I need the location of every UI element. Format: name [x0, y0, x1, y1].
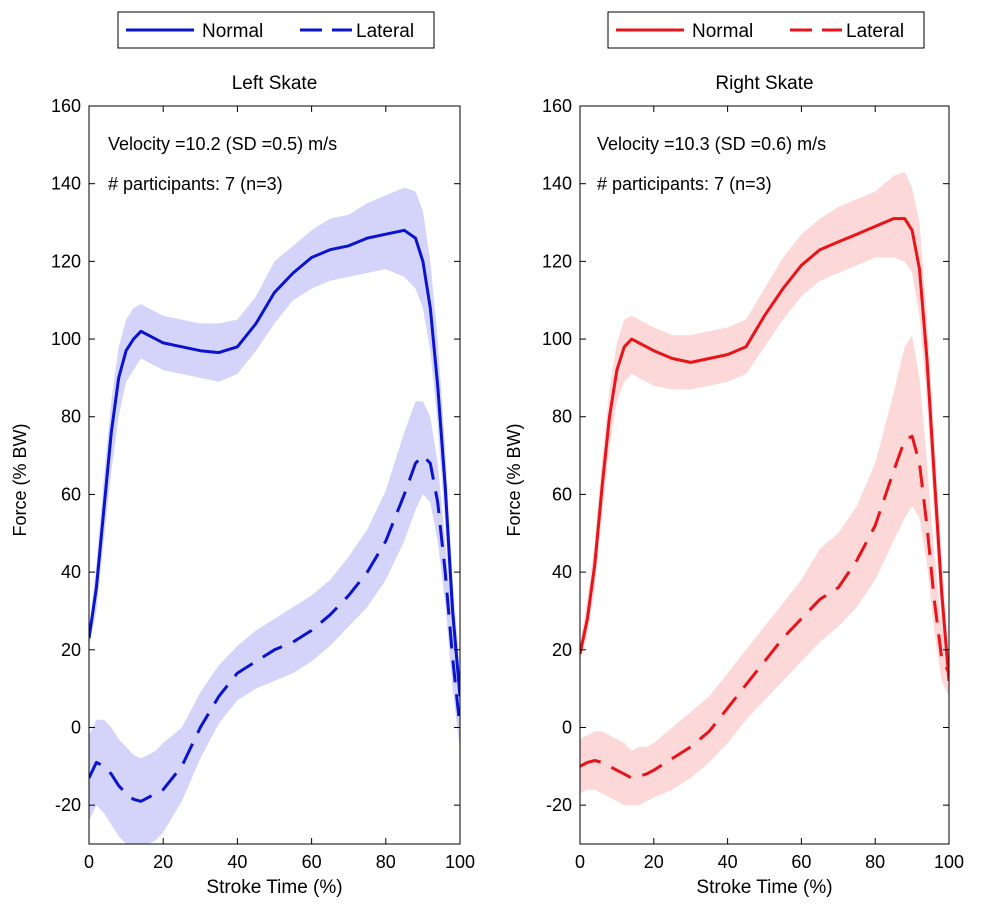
right-normal-sd-band [580, 172, 949, 697]
left-y-tick-label: 100 [51, 329, 81, 349]
right-y-tick-label: 20 [552, 640, 572, 660]
right-annotation-velocity: Velocity =10.3 (SD =0.6) m/s [597, 134, 826, 154]
left-x-tick-label: 0 [84, 852, 94, 872]
left-axes-frame [88, 105, 461, 845]
right-y-tick-label: 120 [542, 251, 572, 271]
left-chart-title: Left Skate [232, 73, 318, 94]
right-chart-title: Right Skate [715, 73, 813, 94]
left-y-tick-label: 20 [61, 640, 81, 660]
left-x-tick-label: 40 [227, 852, 247, 872]
right-x-tick-label: 80 [865, 852, 885, 872]
right-axes-ticks: 0 20 40 60 80 100 -20 0 20 40 60 80 100 120 140 160 [542, 96, 964, 872]
right-y-tick-label: 0 [562, 717, 572, 737]
right-y-tick-label: 100 [542, 329, 572, 349]
left-y-tick-label: 60 [61, 484, 81, 504]
right-y-tick-label: 140 [542, 174, 572, 194]
right-y-tick-label: -20 [546, 795, 572, 815]
left-y-tick-label: 160 [51, 96, 81, 116]
right-legend-lateral-label: Lateral [846, 21, 904, 42]
right-y-tick-label: 40 [552, 562, 572, 582]
left-x-tick-label: 100 [445, 852, 475, 872]
left-annotation-participants: # participants: 7 (n=3) [108, 174, 283, 194]
left-x-axis-label: Stroke Time (%) [206, 877, 342, 898]
left-normal-line [89, 228, 460, 697]
right-y-axis-label: Force (% BW) [504, 423, 524, 536]
right-lateral-line [580, 434, 949, 780]
right-axes-frame [579, 105, 950, 845]
right-legend: Normal Lateral [607, 11, 925, 49]
left-x-tick-label: 20 [153, 852, 173, 872]
left-x-tick-label: 80 [376, 852, 396, 872]
left-legend: Normal Lateral [117, 11, 435, 49]
left-y-tick-label: 40 [61, 562, 81, 582]
left-y-axis-label: Force (% BW) [10, 423, 30, 536]
left-x-tick-label: 60 [302, 852, 322, 872]
right-plot-marks [580, 172, 949, 806]
right-legend-normal-label: Normal [692, 21, 753, 42]
left-plot-marks [89, 187, 460, 844]
right-x-tick-label: 40 [718, 852, 738, 872]
left-panel: Normal Lateral Left Skate Force (% BW) S… [10, 11, 475, 898]
left-annotation-velocity: Velocity =10.2 (SD =0.5) m/s [108, 134, 337, 154]
right-normal-line [580, 217, 949, 682]
left-legend-normal-label: Normal [202, 21, 263, 42]
left-y-tick-label: 140 [51, 174, 81, 194]
left-axes-ticks: 0 20 40 60 80 100 -20 0 20 40 60 80 100 120 140 160 [51, 96, 475, 872]
right-x-tick-label: 0 [575, 852, 585, 872]
right-panel: Normal Lateral Right Skate Force (% BW) … [504, 11, 964, 898]
right-y-tick-label: 160 [542, 96, 572, 116]
right-y-tick-label: 60 [552, 484, 572, 504]
right-x-tick-label: 20 [644, 852, 664, 872]
left-legend-lateral-label: Lateral [356, 21, 414, 42]
right-annotation-participants: # participants: 7 (n=3) [597, 174, 772, 194]
left-y-tick-label: 80 [61, 407, 81, 427]
right-x-tick-label: 100 [934, 852, 964, 872]
left-y-tick-label: 0 [71, 717, 81, 737]
left-y-tick-label: 120 [51, 251, 81, 271]
right-x-axis-label: Stroke Time (%) [696, 877, 832, 898]
left-lateral-sd-band [89, 401, 460, 844]
left-normal-sd-band [89, 187, 460, 720]
right-lateral-sd-band [580, 335, 949, 806]
right-y-tick-label: 80 [552, 407, 572, 427]
left-y-tick-label: -20 [55, 795, 81, 815]
right-x-tick-label: 60 [791, 852, 811, 872]
